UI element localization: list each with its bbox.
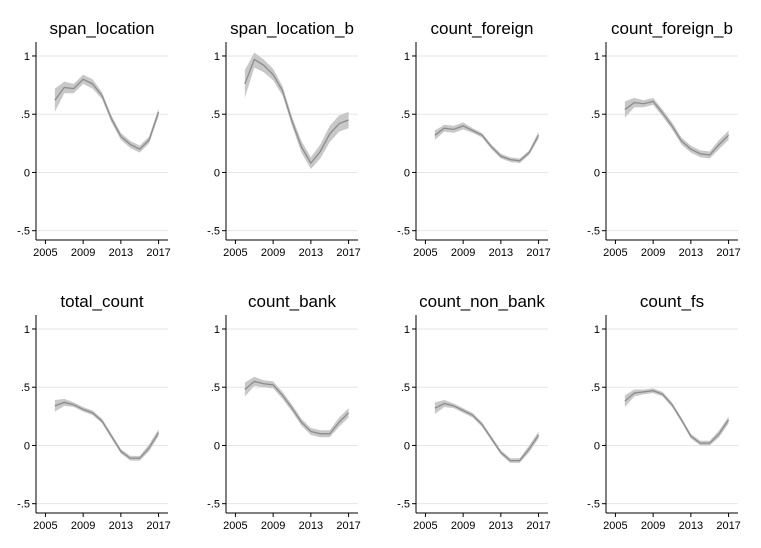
y-tick-label: 1: [404, 324, 410, 336]
x-tick-label: 2005: [33, 247, 57, 259]
x-tick-label: 2017: [336, 247, 360, 259]
x-tick-label: 2009: [71, 520, 95, 532]
y-tick-label: .5: [591, 109, 600, 121]
y-tick-label: .5: [211, 109, 220, 121]
series-line: [54, 78, 160, 150]
x-tick-label: 2013: [679, 247, 703, 259]
y-tick-label: 0: [404, 440, 410, 452]
x-tick-label: 2013: [489, 520, 513, 532]
x-tick-label: 2013: [299, 520, 323, 532]
confidence-band: [624, 97, 729, 159]
y-tick-label: 1: [214, 51, 220, 63]
y-tick-label: 0: [214, 167, 220, 179]
x-tick-label: 2013: [109, 247, 133, 259]
x-tick-label: 2017: [146, 247, 170, 259]
y-tick-label: 1: [24, 324, 30, 336]
y-tick-label: .5: [401, 109, 410, 121]
y-tick-label: -.5: [207, 226, 220, 238]
panel-title: total_count: [60, 292, 143, 311]
y-tick-label: -.5: [397, 226, 410, 238]
confidence-band: [434, 122, 539, 164]
panel-title: count_foreign: [430, 19, 533, 38]
x-tick-label: 2017: [526, 520, 550, 532]
x-tick-label: 2009: [71, 247, 95, 259]
panel-title: count_non_bank: [419, 292, 545, 311]
y-tick-label: .5: [591, 382, 600, 394]
panel-title: count_foreign_b: [611, 19, 733, 38]
x-tick-label: 2005: [33, 520, 57, 532]
confidence-band: [244, 52, 349, 169]
series-line: [434, 402, 540, 462]
y-tick-label: 0: [594, 440, 600, 452]
x-tick-label: 2017: [146, 520, 170, 532]
x-tick-label: 2005: [603, 247, 627, 259]
y-tick-label: 0: [594, 167, 600, 179]
x-tick-label: 2005: [223, 247, 247, 259]
x-tick-label: 2009: [641, 247, 665, 259]
y-tick-label: 0: [214, 440, 220, 452]
y-tick-label: 0: [404, 167, 410, 179]
y-tick-label: 0: [24, 167, 30, 179]
panel-title: span_location_b: [230, 19, 354, 38]
x-tick-label: 2017: [336, 520, 360, 532]
confidence-band: [244, 376, 349, 438]
y-tick-label: .5: [21, 109, 30, 121]
panel-title: count_bank: [248, 292, 336, 311]
y-tick-label: 1: [594, 324, 600, 336]
x-tick-label: 2013: [679, 520, 703, 532]
series-line: [434, 125, 540, 162]
y-tick-label: -.5: [397, 499, 410, 511]
series-line: [624, 100, 730, 156]
x-tick-label: 2009: [451, 520, 475, 532]
x-tick-label: 2009: [261, 520, 285, 532]
y-tick-label: -.5: [587, 226, 600, 238]
x-tick-label: 2009: [451, 247, 475, 259]
y-tick-label: 0: [24, 440, 30, 452]
x-tick-label: 2017: [526, 247, 550, 259]
y-tick-label: 1: [214, 324, 220, 336]
x-tick-label: 2013: [489, 247, 513, 259]
y-tick-label: .5: [401, 382, 410, 394]
y-tick-label: -.5: [17, 226, 30, 238]
x-tick-label: 2005: [223, 520, 247, 532]
series-line: [244, 58, 349, 165]
y-tick-label: .5: [21, 382, 30, 394]
x-tick-label: 2005: [603, 520, 627, 532]
x-tick-label: 2009: [261, 247, 285, 259]
y-tick-label: 1: [594, 51, 600, 63]
series-line: [54, 401, 160, 459]
x-tick-label: 2013: [109, 520, 133, 532]
x-tick-label: 2005: [413, 520, 437, 532]
x-tick-label: 2005: [413, 247, 437, 259]
panel-title: span_location: [50, 19, 155, 38]
x-tick-label: 2009: [641, 520, 665, 532]
x-tick-label: 2013: [299, 247, 323, 259]
series-line: [244, 380, 350, 435]
y-tick-label: .5: [211, 382, 220, 394]
y-tick-label: -.5: [17, 499, 30, 511]
y-tick-label: 1: [24, 51, 30, 63]
y-tick-label: 1: [404, 51, 410, 63]
series-line: [624, 390, 730, 444]
panel-title: count_fs: [640, 292, 704, 311]
x-tick-label: 2017: [716, 520, 740, 532]
y-tick-label: -.5: [587, 499, 600, 511]
confidence-band: [624, 388, 729, 446]
y-tick-label: -.5: [207, 499, 220, 511]
x-tick-label: 2017: [716, 247, 740, 259]
confidence-band: [54, 74, 159, 153]
